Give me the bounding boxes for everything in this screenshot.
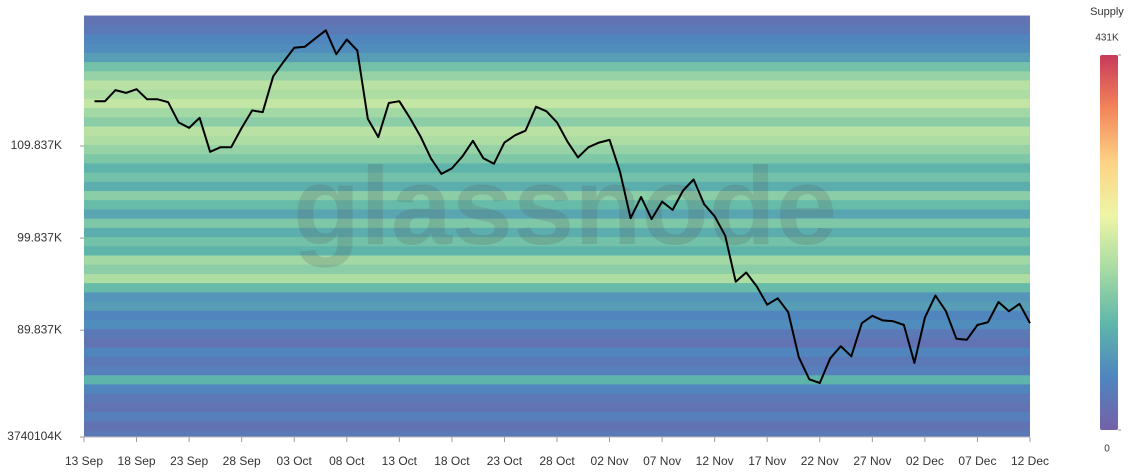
heat-cell [84, 153, 1030, 164]
x-tick-label: 02 Dec [906, 454, 944, 468]
x-tick-label: 18 Sep [118, 454, 156, 468]
x-tick-label: 28 Sep [223, 454, 261, 468]
heat-cell [84, 291, 1030, 302]
heat-cell [84, 15, 1030, 26]
y-tick-label: 109.837K [11, 138, 62, 152]
x-tick-label: 22 Nov [801, 454, 839, 468]
heat-cell [84, 61, 1030, 72]
x-tick-label: 23 Oct [487, 454, 523, 468]
y-tick-label: 89.837K [17, 322, 62, 336]
colorbar [1100, 55, 1118, 430]
heat-cell [84, 356, 1030, 367]
colorbar-title: Supply [1090, 6, 1124, 18]
y-tick-label: 99.837K [17, 230, 62, 244]
x-tick-label: 03 Oct [277, 454, 313, 468]
heatmap [84, 15, 1030, 437]
heat-cell [84, 33, 1030, 44]
heat-cell [84, 52, 1030, 63]
heat-cell [84, 236, 1030, 247]
x-tick-label: 13 Oct [382, 454, 418, 468]
x-tick-label: 18 Oct [434, 454, 470, 468]
heat-cell [84, 126, 1030, 136]
heat-cell [84, 273, 1030, 284]
heat-cell [84, 365, 1030, 376]
heat-cell [84, 172, 1030, 182]
heat-cell [84, 347, 1030, 357]
heat-cell [84, 430, 1030, 437]
heat-cell [84, 144, 1030, 155]
heat-cell [84, 199, 1030, 210]
heat-cell [84, 245, 1030, 256]
heat-cell [84, 383, 1030, 394]
heat-cell [84, 135, 1030, 145]
heat-cell [84, 70, 1030, 81]
x-tick-label: 08 Oct [329, 454, 365, 468]
x-tick-label: 02 Nov [591, 454, 629, 468]
x-tick-label: 13 Sep [65, 454, 103, 468]
colorbar-tick-label: 431K [1095, 33, 1119, 44]
heat-cell [84, 190, 1030, 201]
heat-cell [84, 43, 1030, 53]
heat-cell [84, 24, 1030, 35]
watermark: glassnode [293, 145, 837, 268]
price-line [94, 29, 1031, 384]
heat-cell [84, 208, 1030, 219]
heat-cell [84, 319, 1030, 330]
heat-cell [84, 328, 1030, 339]
heat-cell [84, 411, 1030, 422]
heat-cell [84, 227, 1030, 238]
heat-cell [84, 218, 1030, 228]
heat-cell [84, 255, 1030, 265]
heat-cell [84, 89, 1030, 99]
heat-cell [84, 162, 1030, 173]
heat-cell [84, 402, 1030, 413]
colorbar-tick-label: 0 [1104, 444, 1110, 455]
heat-cell [84, 420, 1030, 431]
y-tick-label: 3740104K [7, 429, 62, 443]
heat-cell [84, 181, 1030, 192]
heat-cell [84, 98, 1030, 109]
x-tick-label: 12 Nov [696, 454, 734, 468]
x-tick-label: 07 Nov [643, 454, 681, 468]
heat-cell [84, 337, 1030, 348]
heat-cell [84, 282, 1030, 293]
x-tick-label: 07 Dec [958, 454, 996, 468]
x-tick-label: 23 Sep [170, 454, 208, 468]
heat-cell [84, 393, 1030, 403]
x-tick-label: 27 Nov [853, 454, 891, 468]
heat-cell [84, 107, 1030, 118]
heat-cell [84, 80, 1030, 90]
heat-cell [84, 310, 1030, 320]
heat-cell [84, 264, 1030, 274]
x-tick-label: 12 Dec [1011, 454, 1049, 468]
x-tick-label: 28 Oct [539, 454, 575, 468]
heat-cell [84, 374, 1030, 385]
heat-cell [84, 301, 1030, 311]
x-tick-label: 17 Nov [748, 454, 786, 468]
